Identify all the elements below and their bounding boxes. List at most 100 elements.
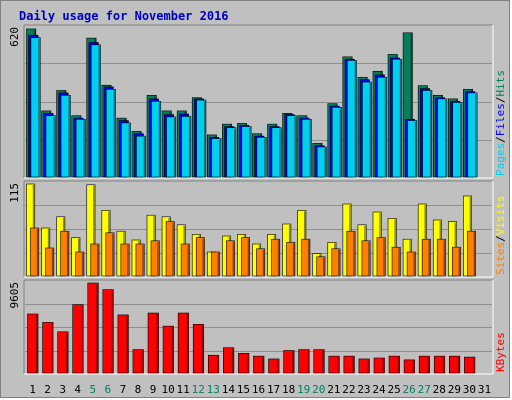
bar-pages-day-3 <box>60 94 71 178</box>
bar-sites-day-24-body <box>376 237 386 277</box>
bar-sites-day-4-body <box>75 251 85 277</box>
bar-kbytes-day-26-body <box>403 359 415 374</box>
legend-item-mid-2: Visits <box>494 196 507 236</box>
bar-sites-day-14-body <box>226 240 235 277</box>
bar-kbytes-day-11-shade <box>186 314 189 373</box>
bar-kbytes-day-21-shade <box>337 357 339 373</box>
bar-sites-day-5-shade <box>97 245 99 276</box>
bar-pages-day-21 <box>331 107 342 178</box>
bar-kbytes-day-14-body <box>223 347 235 374</box>
legend-item-top-3: / <box>494 97 507 104</box>
x-tick-label: 8 <box>135 383 142 396</box>
bar-pages-day-7-body <box>120 122 131 178</box>
bar-kbytes-day-8 <box>132 349 144 374</box>
bar-kbytes-day-22 <box>343 355 355 374</box>
bar-kbytes-day-27 <box>418 355 431 374</box>
bar-kbytes-day-9-shade <box>156 314 159 373</box>
bar-kbytes-day-26-shade <box>412 360 415 373</box>
bar-pages-day-11-shade <box>188 117 191 177</box>
bar-kbytes-day-5-shade <box>96 284 98 373</box>
y-max-label: 620 <box>8 27 21 47</box>
bar-sites-day-13 <box>210 251 220 277</box>
bar-sites-day-25-body <box>391 246 401 277</box>
bar-pages-day-14-shade <box>234 128 236 177</box>
bar-sites-day-5 <box>90 243 100 277</box>
x-tick-label: 18 <box>282 383 295 396</box>
bar-kbytes-day-16-shade <box>262 357 264 373</box>
bar-kbytes-day-30-shade <box>472 358 475 373</box>
bar-sites-day-26-shade <box>413 253 415 276</box>
bar-sites-day-25-shade <box>398 248 400 276</box>
bar-pages-day-2 <box>45 115 56 178</box>
bar-kbytes-day-5-body <box>87 282 99 374</box>
legend-item-top-1: / <box>494 136 507 143</box>
bar-sites-day-29-body <box>452 246 461 277</box>
bar-sites-day-24-shade <box>383 238 385 276</box>
bar-pages-day-4-shade <box>83 120 85 177</box>
bar-pages-day-21-shade <box>339 108 342 177</box>
bar-sites-day-20-body <box>316 256 326 277</box>
bar-sites-day-4-shade <box>81 253 84 276</box>
bar-pages-day-15-body <box>241 126 252 178</box>
bar-kbytes-day-23-body <box>358 358 370 374</box>
bar-sites-day-12 <box>195 237 205 277</box>
legend-item-bottom-0: KBytes <box>494 332 507 372</box>
bar-kbytes-day-8-body <box>132 349 144 374</box>
bar-sites-day-1-shade <box>36 229 39 276</box>
bar-pages-day-23 <box>362 81 372 178</box>
bar-sites-day-8 <box>135 243 145 277</box>
bar-pages-day-15 <box>241 126 252 178</box>
bar-sites-day-17-body <box>271 238 281 277</box>
bar-sites-day-29 <box>452 246 461 277</box>
bar-kbytes-day-6-shade <box>111 290 113 373</box>
bar-pages-day-24 <box>377 76 388 178</box>
bar-sites-day-17-shade <box>277 240 280 276</box>
bar-sites-day-14 <box>226 240 235 277</box>
bar-kbytes-day-22-shade <box>352 357 354 373</box>
bar-kbytes-day-23-shade <box>367 359 369 373</box>
bar-kbytes-day-14-shade <box>231 348 234 373</box>
bar-sites-day-9 <box>150 240 160 277</box>
bar-sites-day-23 <box>361 240 371 277</box>
bar-sites-day-13-shade <box>217 253 220 276</box>
bar-kbytes-day-5 <box>87 282 99 374</box>
bar-kbytes-day-6 <box>102 289 114 374</box>
bar-kbytes-day-25 <box>388 355 400 374</box>
x-tick-label: 9 <box>150 383 157 396</box>
bar-sites-day-29-shade <box>458 248 461 276</box>
x-tick-label: 5 <box>89 383 96 396</box>
bar-sites-day-20 <box>316 256 326 277</box>
legend-item-top-4: Hits <box>494 70 507 97</box>
bar-sites-day-8-shade <box>142 245 144 276</box>
bar-kbytes-day-29 <box>449 355 461 374</box>
bar-pages-day-8-body <box>136 135 146 178</box>
bar-sites-day-21 <box>331 248 341 277</box>
bar-sites-day-11-body <box>180 243 190 277</box>
bar-sites-day-14-shade <box>232 241 235 276</box>
bar-kbytes-day-20-shade <box>322 350 324 373</box>
bar-sites-day-1 <box>30 227 40 277</box>
bar-kbytes-day-25-body <box>388 355 400 374</box>
bar-pages-day-28 <box>437 98 448 178</box>
bar-kbytes-day-7-shade <box>126 315 128 373</box>
x-tick-label: 17 <box>267 383 280 396</box>
bar-pages-day-23-body <box>362 81 372 178</box>
bar-kbytes-day-1 <box>27 313 39 374</box>
bar-sites-day-9-body <box>150 240 160 277</box>
x-tick-label: 21 <box>327 383 340 396</box>
bar-kbytes-day-2-shade <box>51 323 53 373</box>
bar-pages-day-5-body <box>90 44 101 178</box>
bar-pages-day-30 <box>467 92 478 178</box>
bar-pages-day-2-body <box>45 115 56 178</box>
bar-pages-day-18 <box>286 115 297 178</box>
bar-kbytes-day-28 <box>433 355 446 374</box>
bar-sites-day-22-shade <box>353 232 355 276</box>
bar-sites-day-26 <box>406 251 416 277</box>
bar-kbytes-day-29-body <box>449 355 461 374</box>
bar-sites-day-3 <box>60 230 70 277</box>
bar-sites-day-3-body <box>60 230 70 277</box>
bar-kbytes-day-9-body <box>147 312 159 374</box>
bar-pages-day-17 <box>271 127 282 178</box>
bar-pages-day-29-shade <box>460 103 462 177</box>
bar-sites-day-19-shade <box>307 240 310 276</box>
